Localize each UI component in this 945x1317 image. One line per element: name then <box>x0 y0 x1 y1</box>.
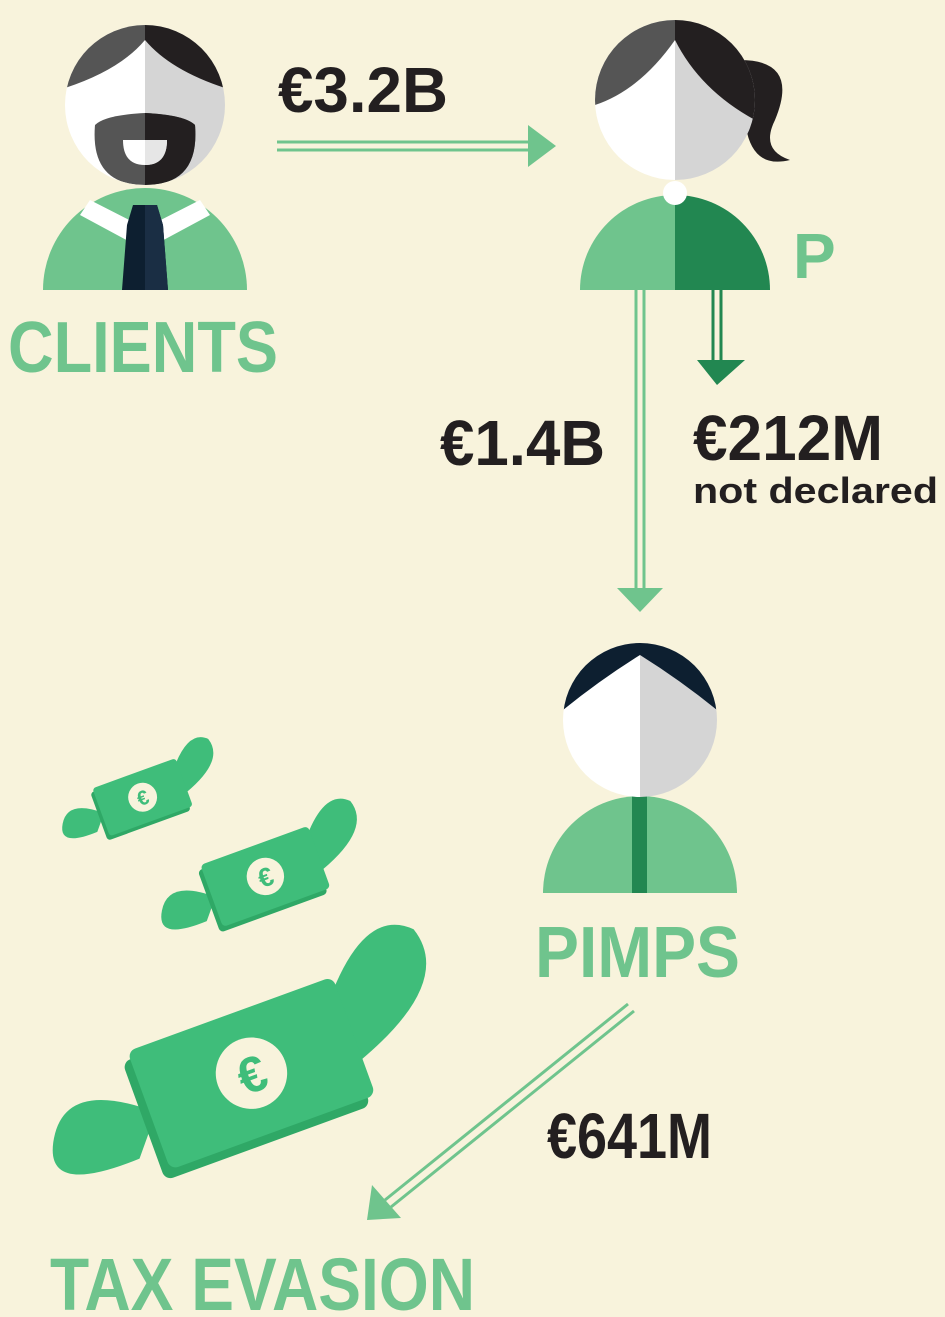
node-label: P <box>793 220 836 292</box>
node-label: PIMPS <box>535 913 740 993</box>
node-label: TAX EVASION <box>50 1243 475 1317</box>
client-icon-part <box>65 25 225 185</box>
flow-amount: €1.4B <box>440 407 605 479</box>
flow-amount: €3.2B <box>278 54 448 126</box>
flow-amount: €212M <box>693 402 883 474</box>
node-label: CLIENTS <box>8 308 278 388</box>
pimp-icon-part <box>632 790 647 893</box>
infographic: € € € CLIENTS P PIMPS TAX EVASION €3.2B … <box>0 0 945 1317</box>
flow-amount: €641M <box>547 1100 712 1172</box>
pimp-icon-part <box>563 643 717 797</box>
p-icon-part <box>663 181 687 205</box>
p-icon-part <box>595 20 755 180</box>
page: {"nodes": [{"label": "CLIENTS"}, {"label… <box>0 0 945 1317</box>
flow-note: not declared <box>693 470 938 511</box>
